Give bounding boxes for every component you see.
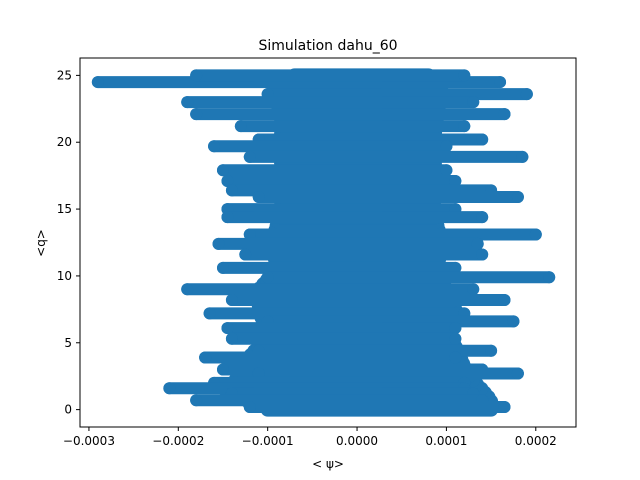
- data-point: [520, 88, 533, 101]
- y-tick-label: 20: [57, 135, 72, 149]
- y-tick-label: 5: [64, 336, 72, 350]
- x-tick-label: 0.0002: [515, 434, 557, 448]
- data-point: [440, 140, 453, 153]
- x-tick-label: −0.0001: [242, 434, 294, 448]
- data-point: [449, 261, 462, 274]
- data-point: [203, 307, 216, 320]
- data-point: [449, 322, 462, 335]
- data-point: [181, 283, 194, 296]
- y-axis-label: <q>: [34, 229, 48, 257]
- data-point: [243, 228, 256, 241]
- y-tick-label: 25: [57, 68, 72, 82]
- data-point: [225, 293, 238, 306]
- data-point: [163, 382, 176, 395]
- data-points: [91, 68, 556, 417]
- y-axis-ticks: 0 5 10 15 20 25: [57, 68, 80, 417]
- data-point: [511, 367, 524, 380]
- x-tick-label: −0.0003: [63, 434, 115, 448]
- data-point: [449, 332, 462, 345]
- data-point: [216, 363, 229, 376]
- data-point: [190, 394, 203, 407]
- data-point: [190, 108, 203, 121]
- data-point: [440, 164, 453, 177]
- x-axis-ticks: −0.0003 −0.0002 −0.0001 0.0000 0.0001 0.0002: [63, 427, 557, 448]
- data-point: [243, 150, 256, 163]
- data-point: [216, 261, 229, 274]
- data-point: [511, 191, 524, 204]
- plot-frame: [79, 57, 577, 428]
- x-axis-label: < ψ>: [312, 457, 344, 471]
- chart-title: Simulation dahu_60: [258, 38, 397, 54]
- data-point: [199, 351, 212, 364]
- data-point: [543, 271, 556, 284]
- data-point: [252, 367, 265, 380]
- data-point: [252, 191, 265, 204]
- data-point: [498, 400, 511, 413]
- x-tick-label: 0.0001: [425, 434, 467, 448]
- data-point: [467, 283, 480, 296]
- data-point: [476, 133, 489, 146]
- data-point: [494, 76, 507, 89]
- x-tick-label: 0.0000: [336, 434, 378, 448]
- data-point: [190, 69, 203, 82]
- data-point: [208, 140, 221, 153]
- data-point: [221, 211, 234, 224]
- data-point: [212, 237, 225, 250]
- data-point: [498, 293, 511, 306]
- data-point: [91, 76, 104, 89]
- data-point: [221, 322, 234, 335]
- data-point: [529, 228, 542, 241]
- data-point: [467, 96, 480, 109]
- data-point: [216, 164, 229, 177]
- y-tick-label: 10: [57, 269, 72, 283]
- x-tick-label: −0.0002: [152, 434, 204, 448]
- data-point: [234, 120, 247, 133]
- data-point: [225, 184, 238, 197]
- data-point: [458, 69, 471, 82]
- data-point: [181, 96, 194, 109]
- y-tick-label: 15: [57, 202, 72, 216]
- data-point: [239, 248, 252, 261]
- data-point: [516, 150, 529, 163]
- data-point: [471, 237, 484, 250]
- data-point: [225, 332, 238, 345]
- data-point: [507, 315, 520, 328]
- data-point: [449, 351, 462, 364]
- data-point: [458, 120, 471, 133]
- data-point: [449, 175, 462, 187]
- data-point: [243, 400, 256, 413]
- data-point: [221, 175, 234, 187]
- data-point: [476, 248, 489, 261]
- data-point: [485, 344, 498, 357]
- data-point: [498, 108, 511, 121]
- y-tick-label: 0: [64, 403, 72, 417]
- data-point: [476, 211, 489, 224]
- data-point: [261, 271, 274, 284]
